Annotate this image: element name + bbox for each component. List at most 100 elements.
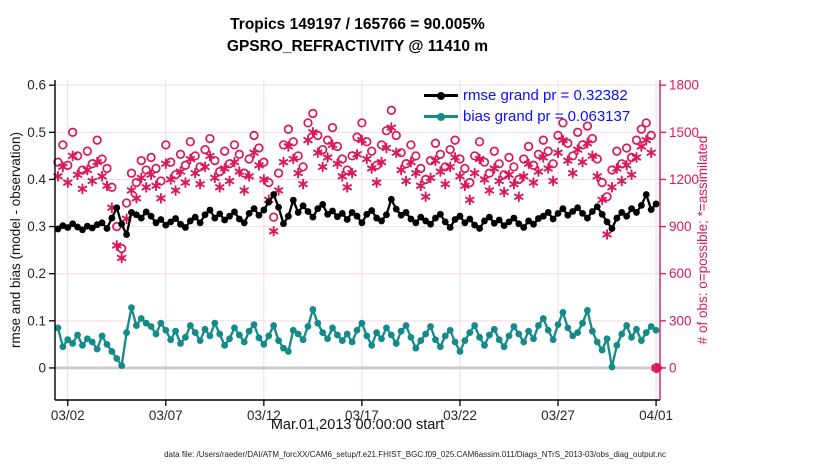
bias-point <box>172 327 180 335</box>
rmse-point <box>598 210 606 218</box>
rmse-point <box>544 209 552 216</box>
assimilated-obs-marker <box>617 175 627 187</box>
possible-obs-marker <box>175 149 186 159</box>
y-tick-label-left: 0.2 <box>27 266 46 281</box>
rmse-point <box>623 212 631 220</box>
assimilated-obs-marker <box>386 122 397 133</box>
assimilated-obs-marker <box>200 161 210 173</box>
possible-obs-marker <box>170 170 181 180</box>
rmse-point <box>240 219 248 227</box>
assimilated-obs-marker <box>156 192 166 204</box>
possible-obs-marker <box>264 177 274 188</box>
possible-obs-marker <box>293 151 303 161</box>
bias-point <box>584 307 591 314</box>
assimilated-obs-marker <box>112 240 122 251</box>
assimilated-obs-marker <box>170 185 181 196</box>
possible-obs-marker <box>234 149 244 159</box>
bias-point <box>142 319 150 327</box>
possible-obs-marker <box>563 138 573 148</box>
bias-point <box>525 327 533 335</box>
bias-point <box>162 326 170 334</box>
bias-point <box>260 340 268 348</box>
rmse-point <box>299 202 307 210</box>
bias-point <box>505 332 513 340</box>
assimilated-obs-marker <box>288 153 299 165</box>
rmse-point <box>314 205 322 213</box>
rmse-point <box>216 210 224 218</box>
rmse-point <box>324 210 331 218</box>
rmse-point <box>642 191 650 198</box>
rmse-point <box>353 212 361 220</box>
rmse-point <box>417 213 425 221</box>
bias-point <box>559 308 567 316</box>
bias-point <box>451 338 459 346</box>
possible-obs-marker <box>141 165 151 175</box>
bias-point <box>598 346 606 354</box>
possible-obs-marker <box>479 157 490 167</box>
assimilated-obs-marker <box>205 150 215 162</box>
possible-obs-marker <box>313 130 323 141</box>
possible-obs-marker <box>126 168 137 178</box>
bias-point <box>574 329 582 337</box>
bias-point <box>397 327 405 335</box>
possible-obs-marker <box>548 159 558 169</box>
assimilated-obs-marker <box>151 180 161 192</box>
assimilated-obs-marker <box>577 156 588 168</box>
possible-obs-marker <box>631 135 642 145</box>
rmse-point <box>167 218 175 226</box>
assimilated-obs-marker <box>376 156 387 168</box>
possible-obs-marker <box>391 130 401 141</box>
assimilated-obs-marker <box>548 175 558 187</box>
assimilated-obs-marker <box>396 164 406 176</box>
assimilated-obs-marker <box>72 169 83 181</box>
bias-point <box>485 331 493 339</box>
rmse-point <box>564 211 572 219</box>
assimilated-obs-marker <box>210 172 220 184</box>
possible-obs-marker <box>406 140 416 150</box>
bias-point <box>495 336 503 344</box>
rmse-point <box>422 217 430 225</box>
assimilated-obs-marker <box>563 155 573 166</box>
rmse-point <box>471 221 479 229</box>
x-tick-label: 03/27 <box>541 408 575 423</box>
assimilated-obs-marker <box>445 161 455 173</box>
bias-point <box>98 332 106 340</box>
rmse-point <box>275 203 282 211</box>
possible-obs-marker <box>626 152 637 163</box>
rmse-point <box>579 209 586 217</box>
bias-point <box>201 325 209 333</box>
bias-point <box>88 338 96 346</box>
y-tick-label-right: 900 <box>669 219 692 234</box>
bias-point <box>265 332 273 340</box>
bias-point <box>510 323 518 330</box>
y-axis-label-left: rmse and bias (model - observation) <box>8 131 23 349</box>
possible-obs-marker <box>219 146 230 156</box>
bias-point <box>392 340 400 347</box>
bias-point <box>226 335 233 343</box>
possible-obs-marker <box>97 154 107 164</box>
assimilated-obs-marker <box>298 178 308 190</box>
bias-point <box>476 333 483 341</box>
rmse-point <box>250 205 258 213</box>
possible-obs-marker <box>308 108 318 119</box>
assimilated-obs-marker <box>523 158 534 170</box>
rmse-point <box>333 213 341 221</box>
assimilated-obs-marker <box>195 178 205 190</box>
bias-point <box>579 319 586 327</box>
rmse-point <box>284 212 292 220</box>
possible-obs-marker <box>131 177 142 188</box>
assimilated-obs-marker <box>357 134 367 146</box>
bias-point <box>132 322 140 329</box>
bias-point <box>407 333 415 341</box>
bias-point <box>417 337 425 345</box>
assimilated-obs-marker <box>612 163 622 174</box>
rmse-point <box>265 198 273 206</box>
assimilated-obs-marker <box>401 175 411 187</box>
assimilated-obs-marker <box>621 159 632 171</box>
possible-obs-marker <box>523 141 534 152</box>
possible-obs-marker <box>470 151 480 161</box>
possible-obs-marker <box>200 144 210 155</box>
assimilated-obs-marker <box>489 163 500 174</box>
bias-point <box>177 340 184 347</box>
possible-obs-marker <box>215 166 225 177</box>
